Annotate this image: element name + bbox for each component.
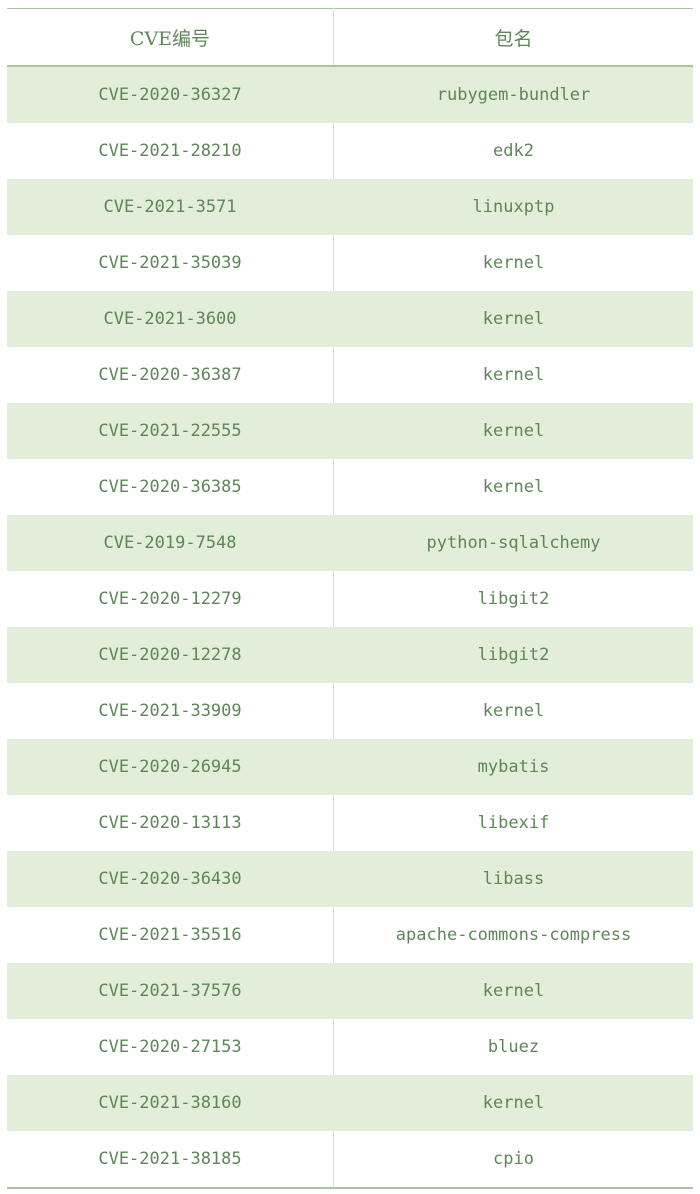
table-row: CVE-2020-13113 libexif [7, 795, 693, 851]
table-row: CVE-2020-36430 libass [7, 851, 693, 907]
cve-table: CVE编号 包名 CVE-2020-36327 rubygem-bundler CV… [7, 8, 693, 1189]
cve-id-cell: CVE-2019-7548 [7, 515, 334, 571]
table-row: CVE-2021-38160 kernel [7, 1075, 693, 1131]
cve-id-cell: CVE-2021-33909 [7, 683, 334, 739]
table-row: CVE-2020-36327 rubygem-bundler [7, 66, 693, 123]
table-row: CVE-2021-35516 apache-commons-compress [7, 907, 693, 963]
cve-id-cell: CVE-2020-36385 [7, 459, 334, 515]
cve-id-cell: CVE-2020-36387 [7, 347, 334, 403]
package-name-cell: kernel [482, 253, 545, 273]
package-name-cell: rubygem-bundler [333, 66, 693, 123]
table-row: CVE-2021-38185 cpio [7, 1131, 693, 1189]
cve-id-cell: CVE-2021-38160 [7, 1075, 334, 1131]
package-name-cell: kernel [333, 291, 693, 347]
package-name-cell: cpio [333, 1131, 693, 1189]
table-row: CVE-2021-28210 edk2 [7, 123, 693, 179]
package-name-cell: apache-commons-compress [395, 925, 632, 945]
package-name-cell: libgit2 [333, 627, 693, 683]
table-row: CVE-2021-3571 linuxptp [7, 179, 693, 235]
cve-id-cell: CVE-2021-22555 [7, 403, 334, 459]
table-row: CVE-2021-22555 kernel [7, 403, 693, 459]
header-row: CVE编号 包名 [7, 8, 693, 67]
table-row: CVE-2021-33909 kernel [7, 683, 693, 739]
cve-id-cell: CVE-2021-28210 [7, 123, 334, 179]
package-name-cell: libgit2 [477, 589, 550, 609]
package-name-cell: mybatis [333, 739, 693, 795]
table-row: CVE-2020-12279 libgit2 [7, 571, 693, 627]
package-name-cell: libexif [477, 813, 550, 833]
table-row: CVE-2020-12278 libgit2 [7, 627, 693, 683]
package-name-cell: kernel [333, 403, 693, 459]
table-row: CVE-2020-27153 bluez [7, 1019, 693, 1075]
package-name-cell: kernel [482, 701, 545, 721]
cve-id-cell: CVE-2020-36327 [7, 66, 334, 123]
cve-id-cell: CVE-2021-37576 [7, 963, 334, 1019]
header-cve-id: CVE编号 [7, 8, 334, 67]
package-name-cell: libass [333, 851, 693, 907]
cve-id-cell: CVE-2020-12278 [7, 627, 334, 683]
table-row: CVE-2020-26945 mybatis [7, 739, 693, 795]
cve-id-cell: CVE-2020-12279 [7, 571, 334, 627]
table-row: CVE-2021-37576 kernel [7, 963, 693, 1019]
table-row: CVE-2020-36385 kernel [7, 459, 693, 515]
package-name-cell: kernel [482, 477, 545, 497]
table-row: CVE-2020-36387 kernel [7, 347, 693, 403]
header-package-name: 包名 [333, 8, 693, 67]
package-name-cell: python-sqlalchemy [333, 515, 693, 571]
cve-id-cell: CVE-2020-27153 [7, 1019, 334, 1075]
package-name-cell: kernel [482, 365, 545, 385]
table-row: CVE-2021-3600 kernel [7, 291, 693, 347]
package-name-cell: edk2 [493, 141, 534, 161]
table-row: CVE-2019-7548 python-sqlalchemy [7, 515, 693, 571]
cve-id-cell: CVE-2021-35516 [7, 907, 334, 963]
package-name-cell: kernel [333, 1075, 693, 1131]
cve-id-cell: CVE-2021-35039 [7, 235, 334, 291]
package-name-cell: kernel [333, 963, 693, 1019]
package-name-cell: bluez [487, 1037, 540, 1057]
table-row: CVE-2021-35039 kernel [7, 235, 693, 291]
cve-id-cell: CVE-2020-36430 [7, 851, 334, 907]
package-name-cell: linuxptp [333, 179, 693, 235]
cve-id-cell: CVE-2021-3600 [7, 291, 334, 347]
cve-id-cell: CVE-2020-13113 [7, 795, 334, 851]
cve-id-cell: CVE-2021-3571 [7, 179, 334, 235]
cve-id-cell: CVE-2020-26945 [7, 739, 334, 795]
cve-id-cell: CVE-2021-38185 [7, 1131, 334, 1189]
